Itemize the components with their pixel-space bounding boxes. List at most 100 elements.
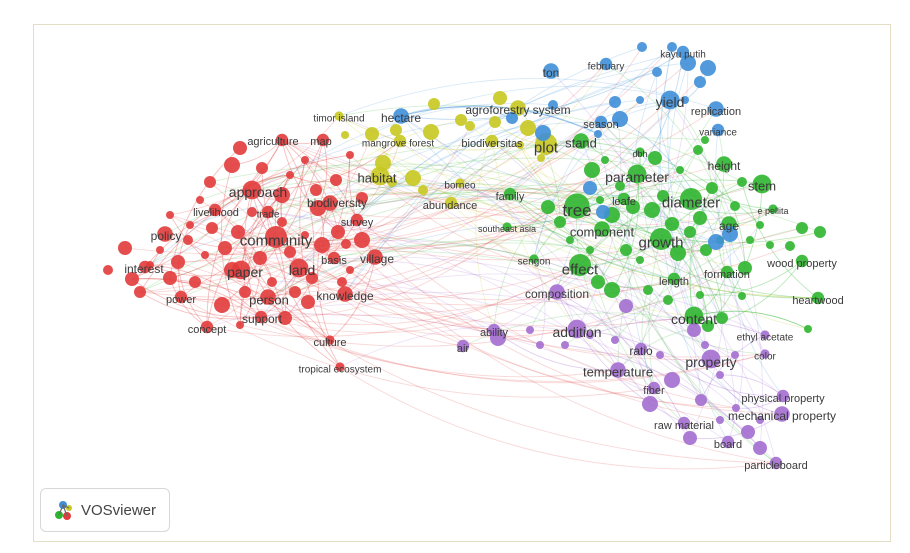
node-approach[interactable] xyxy=(242,180,262,200)
network-node[interactable] xyxy=(423,124,439,140)
network-node[interactable] xyxy=(201,251,209,259)
network-node[interactable] xyxy=(737,177,747,187)
label-effect[interactable]: effect xyxy=(562,261,599,278)
node-property[interactable] xyxy=(701,349,721,369)
network-node[interactable] xyxy=(310,184,322,196)
label-growth[interactable]: growth xyxy=(638,234,683,251)
node-policy[interactable] xyxy=(157,226,173,242)
node-leafe[interactable] xyxy=(617,192,631,206)
network-node[interactable] xyxy=(586,246,594,254)
node-ton[interactable] xyxy=(543,63,559,79)
network-node[interactable] xyxy=(615,181,625,191)
network-node[interactable] xyxy=(186,221,194,229)
node-board[interactable] xyxy=(721,435,735,449)
label-heartwood[interactable]: heartwood xyxy=(792,295,843,307)
network-node[interactable] xyxy=(337,277,347,287)
network-node[interactable] xyxy=(701,341,709,349)
label-plot[interactable]: plot xyxy=(534,139,559,156)
node-agriculture[interactable] xyxy=(275,133,289,147)
label-physical-property[interactable]: physical property xyxy=(741,393,825,405)
network-node[interactable] xyxy=(702,320,714,332)
node-component[interactable] xyxy=(594,221,610,237)
label-kayu-putih[interactable]: kayu putih xyxy=(660,50,706,61)
node-survey[interactable] xyxy=(350,213,364,227)
label-component[interactable]: component xyxy=(570,225,635,240)
network-node[interactable] xyxy=(804,325,812,333)
label-southeast-asia[interactable]: southeast asia xyxy=(478,224,536,234)
label-abundance[interactable]: abundance xyxy=(423,200,477,212)
network-node[interactable] xyxy=(670,245,686,261)
network-node[interactable] xyxy=(722,226,738,242)
label-ability[interactable]: ability xyxy=(480,327,509,339)
node-village[interactable] xyxy=(367,249,383,265)
label-power[interactable]: power xyxy=(166,294,196,306)
network-node[interactable] xyxy=(233,141,247,155)
label-season[interactable]: season xyxy=(583,119,618,131)
node-support[interactable] xyxy=(254,310,268,324)
network-node[interactable] xyxy=(708,234,724,250)
label-variance[interactable]: variance xyxy=(699,128,737,139)
network-node[interactable] xyxy=(390,124,402,136)
node-tree[interactable] xyxy=(564,193,590,219)
network-node[interactable] xyxy=(596,205,610,219)
network-node[interactable] xyxy=(218,241,232,255)
network-node[interactable] xyxy=(619,299,633,313)
node-culture[interactable] xyxy=(325,335,335,345)
network-node[interactable] xyxy=(732,404,740,412)
node-person[interactable] xyxy=(260,289,276,305)
network-node[interactable] xyxy=(693,145,703,155)
network-node[interactable] xyxy=(681,96,689,104)
network-node[interactable] xyxy=(706,182,718,194)
network-node[interactable] xyxy=(541,200,555,214)
network-node[interactable] xyxy=(301,295,315,309)
label-land[interactable]: land xyxy=(289,262,315,278)
node-color[interactable] xyxy=(760,349,770,359)
network-node[interactable] xyxy=(231,225,245,239)
network-node[interactable] xyxy=(253,251,267,265)
network-node[interactable] xyxy=(609,96,621,108)
network-node[interactable] xyxy=(683,431,697,445)
node-borneo[interactable] xyxy=(455,178,465,188)
label-hectare[interactable]: hectare xyxy=(381,111,421,125)
label-biodiversity[interactable]: biodiversity xyxy=(307,196,367,210)
label-replication[interactable]: replication xyxy=(691,106,741,118)
label-interest[interactable]: interest xyxy=(124,262,164,276)
label-tropical-ecosystem[interactable]: tropical ecosystem xyxy=(299,365,382,376)
network-node[interactable] xyxy=(636,96,644,104)
network-node[interactable] xyxy=(583,181,597,195)
network-node[interactable] xyxy=(536,341,544,349)
network-node[interactable] xyxy=(738,261,752,275)
network-node[interactable] xyxy=(663,295,673,305)
network-node[interactable] xyxy=(687,323,701,337)
network-node[interactable] xyxy=(665,217,679,231)
network-node[interactable] xyxy=(341,239,351,249)
network-node[interactable] xyxy=(183,235,193,245)
network-node[interactable] xyxy=(648,151,662,165)
network-node[interactable] xyxy=(278,311,292,325)
network-node[interactable] xyxy=(274,187,290,203)
network-node[interactable] xyxy=(694,76,706,88)
label-approach[interactable]: approach xyxy=(229,184,287,200)
node-fiber[interactable] xyxy=(647,381,661,395)
node-season[interactable] xyxy=(594,115,608,129)
network-node[interactable] xyxy=(730,201,740,211)
network-node[interactable] xyxy=(267,277,277,287)
network-node[interactable] xyxy=(214,297,230,313)
network-node[interactable] xyxy=(247,207,257,217)
network-node[interactable] xyxy=(652,67,662,77)
label-fiber[interactable]: fiber xyxy=(643,385,665,397)
network-node[interactable] xyxy=(594,130,602,138)
network-node[interactable] xyxy=(716,371,724,379)
network-node[interactable] xyxy=(584,162,600,178)
network-node[interactable] xyxy=(284,246,296,258)
network-node[interactable] xyxy=(738,292,746,300)
network-node[interactable] xyxy=(644,202,660,218)
network-node[interactable] xyxy=(814,226,826,238)
node-biodiversity[interactable] xyxy=(322,195,338,211)
network-node[interactable] xyxy=(189,276,201,288)
label-agriculture[interactable]: agriculture xyxy=(247,136,298,148)
label-knowledge[interactable]: knowledge xyxy=(316,289,374,303)
network-node[interactable] xyxy=(611,336,619,344)
network-node[interactable] xyxy=(166,211,174,219)
network-node[interactable] xyxy=(701,136,709,144)
